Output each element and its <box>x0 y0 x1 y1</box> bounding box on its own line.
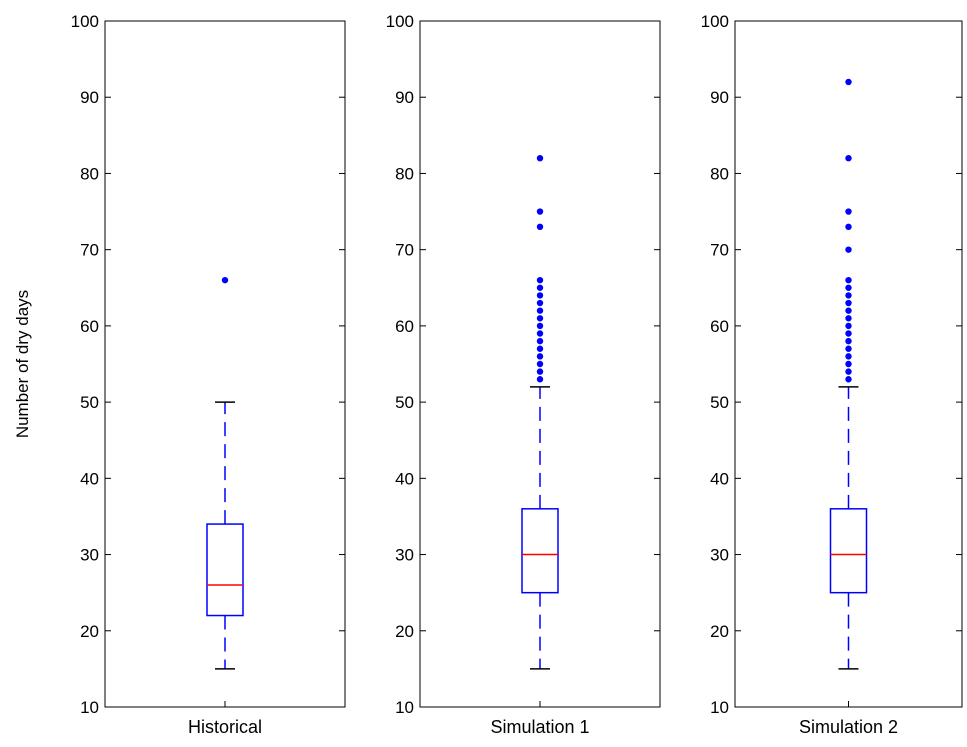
y-tick-label: 30 <box>395 546 414 565</box>
y-tick-label: 10 <box>395 698 414 717</box>
panels: 10 20 30 40 50 60 70 80 90 100 Historical 10 20 30 40 5… <box>71 12 963 737</box>
panel-3: 10 20 30 40 50 60 70 80 90 100 Simulation 2 <box>701 12 963 737</box>
outlier-point <box>536 208 544 215</box>
outlier-point <box>536 353 544 360</box>
outlier-point <box>845 78 852 86</box>
outlier-point <box>845 315 852 322</box>
axes-frame <box>104 20 346 708</box>
y-tick-label: 20 <box>80 622 99 641</box>
panel-1: 10 20 30 40 50 60 70 80 90 100 Historical <box>71 12 346 737</box>
outlier-point <box>845 292 852 299</box>
y-tick-label: 90 <box>710 88 729 107</box>
y-tick-label: 90 <box>395 88 414 107</box>
outlier-point <box>845 155 852 162</box>
y-tick-label: 100 <box>71 12 99 31</box>
iqr-box <box>521 508 559 594</box>
outlier-point <box>845 337 852 345</box>
y-tick-label: 30 <box>80 546 99 565</box>
outlier-point <box>536 155 544 162</box>
y-axis-title: Number of dry days <box>13 290 32 438</box>
outlier-point <box>536 376 544 383</box>
outlier-point <box>536 276 544 284</box>
outlier-point <box>845 368 852 375</box>
outlier-point <box>536 315 544 322</box>
y-tick-label: 10 <box>710 698 729 717</box>
y-tick-label: 20 <box>395 622 414 641</box>
outlier-point <box>845 322 852 330</box>
outlier-point <box>845 276 852 284</box>
y-tick-label: 30 <box>710 546 729 565</box>
outlier-point <box>845 208 852 215</box>
outlier-point <box>845 307 852 314</box>
y-tick-label: 40 <box>80 469 99 488</box>
y-tick-label: 60 <box>395 317 414 336</box>
y-tick-label: 80 <box>395 164 414 183</box>
outlier-point <box>845 246 852 253</box>
outlier-point <box>536 330 544 337</box>
y-tick-label: 60 <box>710 317 729 336</box>
y-tick-label: 60 <box>80 317 99 336</box>
y-tick-label: 80 <box>710 164 729 183</box>
y-tick-label: 70 <box>710 241 729 260</box>
category-label: Simulation 1 <box>490 717 589 737</box>
outlier-point <box>221 276 229 284</box>
y-tick-label: 10 <box>80 698 99 717</box>
outlier-point <box>536 322 544 330</box>
y-tick-label: 100 <box>386 12 414 31</box>
y-tick-label: 70 <box>395 241 414 260</box>
outlier-point <box>536 360 544 368</box>
outlier-point <box>845 345 852 352</box>
outlier-point <box>536 307 544 314</box>
outlier-point <box>845 360 852 368</box>
category-label: Simulation 2 <box>799 717 898 737</box>
outlier-point <box>845 330 852 337</box>
outlier-point <box>536 292 544 299</box>
outlier-point <box>536 299 544 307</box>
outlier-point <box>536 284 544 291</box>
y-tick-label: 50 <box>395 393 414 412</box>
outlier-point <box>536 368 544 375</box>
y-tick-label: 40 <box>395 469 414 488</box>
y-tick-label: 70 <box>80 241 99 260</box>
y-tick-label: 40 <box>710 469 729 488</box>
panel-2: 10 20 30 40 50 60 70 80 90 100 Simulation 1 <box>386 12 661 737</box>
outlier-point <box>536 337 544 345</box>
y-tick-label: 80 <box>80 164 99 183</box>
outlier-point <box>845 376 852 383</box>
outlier-point <box>845 223 852 230</box>
y-tick-label: 90 <box>80 88 99 107</box>
outlier-point <box>536 345 544 352</box>
iqr-box <box>206 523 244 617</box>
y-tick-label: 20 <box>710 622 729 641</box>
y-tick-label: 50 <box>80 393 99 412</box>
y-tick-label: 100 <box>701 12 729 31</box>
y-tick-label: 50 <box>710 393 729 412</box>
outlier-point <box>536 223 544 230</box>
outlier-point <box>845 353 852 360</box>
outlier-point <box>845 284 852 291</box>
iqr-box <box>829 508 868 594</box>
outlier-point <box>845 299 852 307</box>
category-label: Historical <box>188 717 262 737</box>
